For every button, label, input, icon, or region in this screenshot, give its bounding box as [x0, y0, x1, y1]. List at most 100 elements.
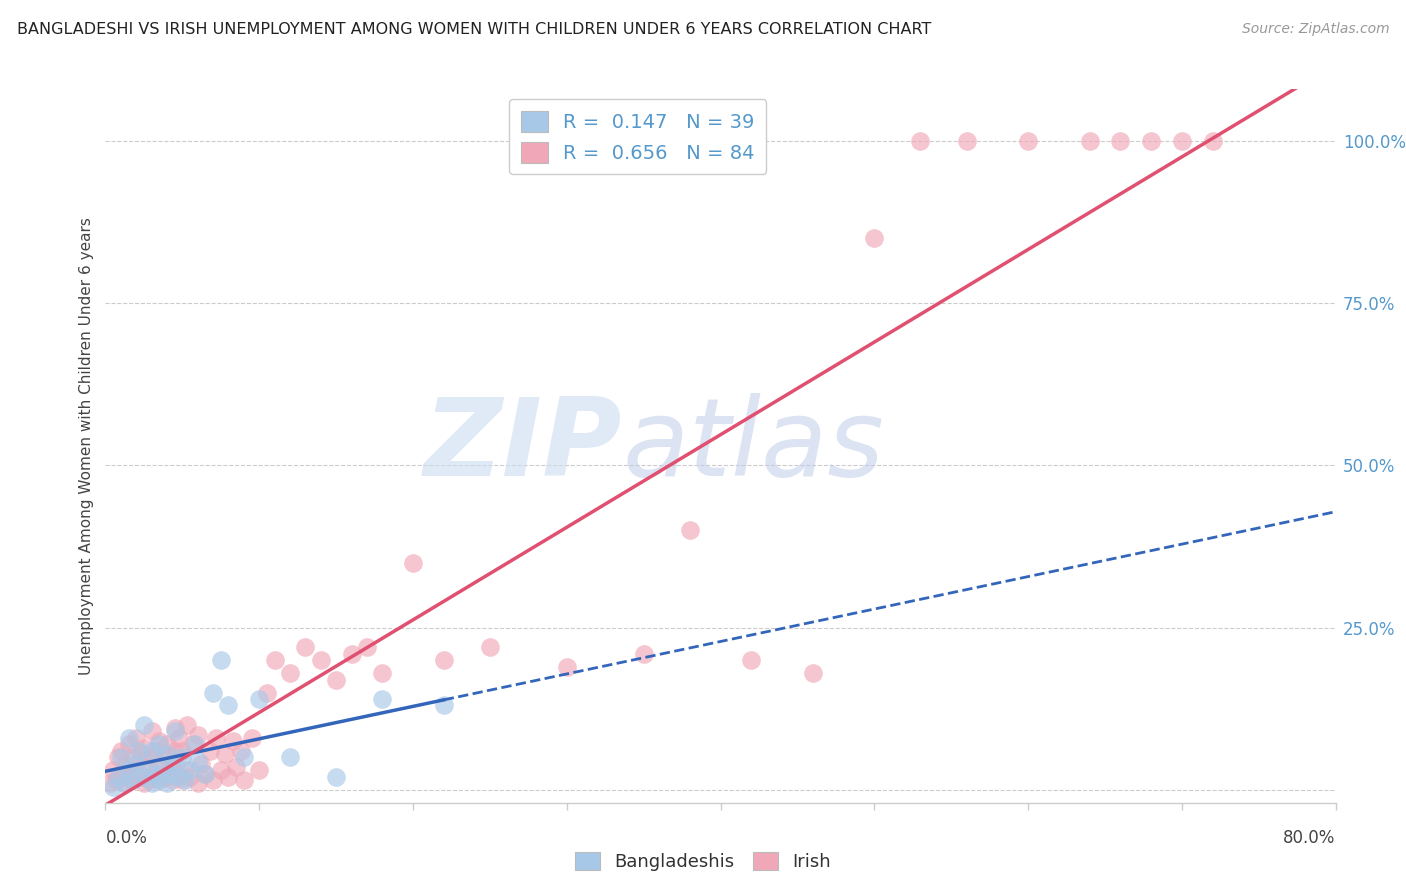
Point — [555, 659, 578, 673]
Point — [132, 770, 155, 784]
Point — [117, 764, 139, 778]
Point — [740, 653, 762, 667]
Point — [174, 764, 197, 778]
Point — [190, 756, 212, 771]
Text: Source: ZipAtlas.com: Source: ZipAtlas.com — [1241, 22, 1389, 37]
Point — [125, 731, 148, 745]
Point — [232, 750, 254, 764]
Point — [679, 524, 702, 538]
Point — [209, 764, 232, 778]
Point — [132, 718, 155, 732]
Point — [159, 766, 181, 780]
Point — [278, 666, 301, 681]
Point — [138, 764, 160, 778]
Point — [1017, 134, 1039, 148]
Point — [910, 134, 932, 148]
Text: ZIP: ZIP — [423, 393, 621, 499]
Point — [148, 738, 170, 752]
Point — [141, 750, 163, 764]
Point — [205, 731, 228, 745]
Point — [325, 770, 347, 784]
Point — [122, 750, 145, 764]
Point — [98, 776, 121, 790]
Point — [172, 773, 194, 788]
Point — [143, 766, 166, 780]
Point — [172, 744, 194, 758]
Point — [187, 776, 209, 790]
Point — [198, 744, 221, 758]
Point — [153, 747, 176, 761]
Point — [125, 756, 148, 771]
Point — [433, 698, 456, 713]
Point — [218, 770, 240, 784]
Legend: Bangladeshis, Irish: Bangladeshis, Irish — [568, 845, 838, 879]
Point — [136, 760, 159, 774]
Point — [633, 647, 655, 661]
Point — [110, 750, 132, 764]
Point — [278, 750, 301, 764]
Point — [163, 724, 186, 739]
Text: BANGLADESHI VS IRISH UNEMPLOYMENT AMONG WOMEN WITH CHILDREN UNDER 6 YEARS CORREL: BANGLADESHI VS IRISH UNEMPLOYMENT AMONG … — [17, 22, 931, 37]
Point — [132, 740, 155, 755]
Point — [174, 773, 197, 788]
Point — [132, 776, 155, 790]
Point — [110, 770, 132, 784]
Point — [153, 760, 176, 774]
Point — [121, 773, 143, 788]
Point — [1109, 134, 1132, 148]
Point — [129, 747, 152, 761]
Point — [371, 692, 394, 706]
Point — [160, 773, 183, 788]
Point — [143, 766, 166, 780]
Point — [247, 692, 270, 706]
Point — [325, 673, 347, 687]
Point — [371, 666, 394, 681]
Point — [150, 764, 173, 778]
Point — [209, 653, 232, 667]
Point — [117, 738, 139, 752]
Point — [194, 766, 217, 780]
Point — [163, 721, 186, 735]
Point — [122, 773, 145, 788]
Point — [107, 750, 129, 764]
Point — [169, 731, 191, 745]
Point — [218, 698, 240, 713]
Point — [179, 770, 201, 784]
Point — [101, 764, 124, 778]
Point — [128, 770, 150, 784]
Point — [294, 640, 316, 654]
Point — [176, 718, 198, 732]
Point — [141, 744, 163, 758]
Point — [163, 744, 186, 758]
Point — [478, 640, 501, 654]
Point — [202, 773, 225, 788]
Point — [163, 756, 186, 771]
Text: 80.0%: 80.0% — [1284, 829, 1336, 847]
Point — [117, 731, 139, 745]
Legend: R =  0.147   N = 39, R =  0.656   N = 84: R = 0.147 N = 39, R = 0.656 N = 84 — [509, 99, 766, 174]
Point — [156, 776, 179, 790]
Point — [247, 764, 270, 778]
Point — [148, 734, 170, 748]
Point — [956, 134, 979, 148]
Point — [801, 666, 824, 681]
Text: atlas: atlas — [621, 393, 884, 499]
Point — [148, 773, 170, 788]
Point — [112, 776, 135, 790]
Point — [181, 738, 204, 752]
Point — [232, 773, 254, 788]
Point — [402, 556, 425, 570]
Point — [179, 764, 201, 778]
Point — [187, 754, 209, 768]
Point — [263, 653, 285, 667]
Point — [256, 685, 278, 699]
Y-axis label: Unemployment Among Women with Children Under 6 years: Unemployment Among Women with Children U… — [79, 217, 94, 675]
Point — [159, 756, 181, 771]
Point — [148, 773, 170, 788]
Point — [229, 744, 252, 758]
Point — [202, 685, 225, 699]
Point — [156, 738, 179, 752]
Point — [340, 647, 363, 661]
Point — [214, 747, 236, 761]
Point — [156, 770, 179, 784]
